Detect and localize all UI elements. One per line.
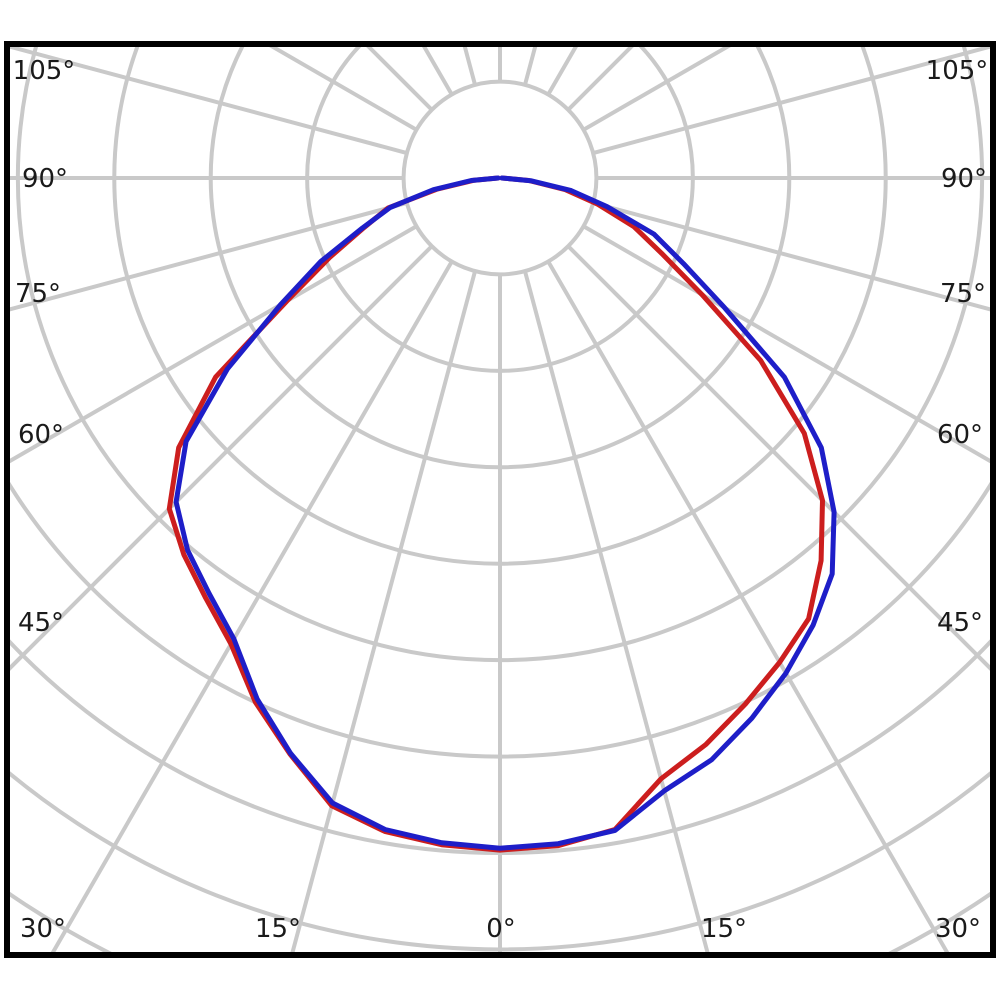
angle-tick-label-bottom-30: 30° [20,914,66,944]
grid-spoke-60deg [582,224,990,464]
angle-tick-label-right-60: 60° [937,420,983,450]
angle-tick-label-left-90: 90° [22,164,68,194]
angle-tick-label-bottom-30: 30° [935,914,981,944]
plot-border [4,41,996,958]
angle-tick-label-left-105: 105° [13,56,76,86]
angle-tick-label-left-75: 75° [15,279,61,309]
intensity-curves [166,175,837,853]
grid-spoke-225deg [366,47,434,112]
angle-tick-label-bottom-15: 15° [255,914,301,944]
grid-spoke-45deg [566,244,990,671]
grid-spoke-75deg [592,201,990,312]
grid-spoke-255deg [10,47,408,155]
angle-tick-label-right-90: 90° [941,164,987,194]
grid-spoke-330deg [50,260,454,952]
grid-spoke-285deg [10,201,408,312]
grid-spoke-135deg [566,47,634,112]
grid-spoke-105deg [592,47,990,155]
angle-labels: 105° 90° 75° 60° 45° 105° 90° 75° 60° 45° 30° 15° 0°… [13,56,989,944]
angle-tick-label-left-60: 60° [18,420,64,450]
grid-spoke-30deg [546,260,950,952]
angle-tick-label-right-75: 75° [940,279,986,309]
curve-blue [173,175,837,851]
grid-spoke-300deg [10,224,418,464]
angle-tick-label-bottom-15: 15° [701,914,747,944]
angle-tick-label-right-45: 45° [937,608,983,638]
angle-tick-label-bottom-0: 0° [486,914,516,944]
grid-spoke-315deg [10,244,434,671]
angle-tick-label-right-105: 105° [926,56,989,86]
grid-spoke-15deg [523,270,710,952]
angle-tick-label-left-45: 45° [18,608,64,638]
grid-spoke-345deg [290,270,477,952]
